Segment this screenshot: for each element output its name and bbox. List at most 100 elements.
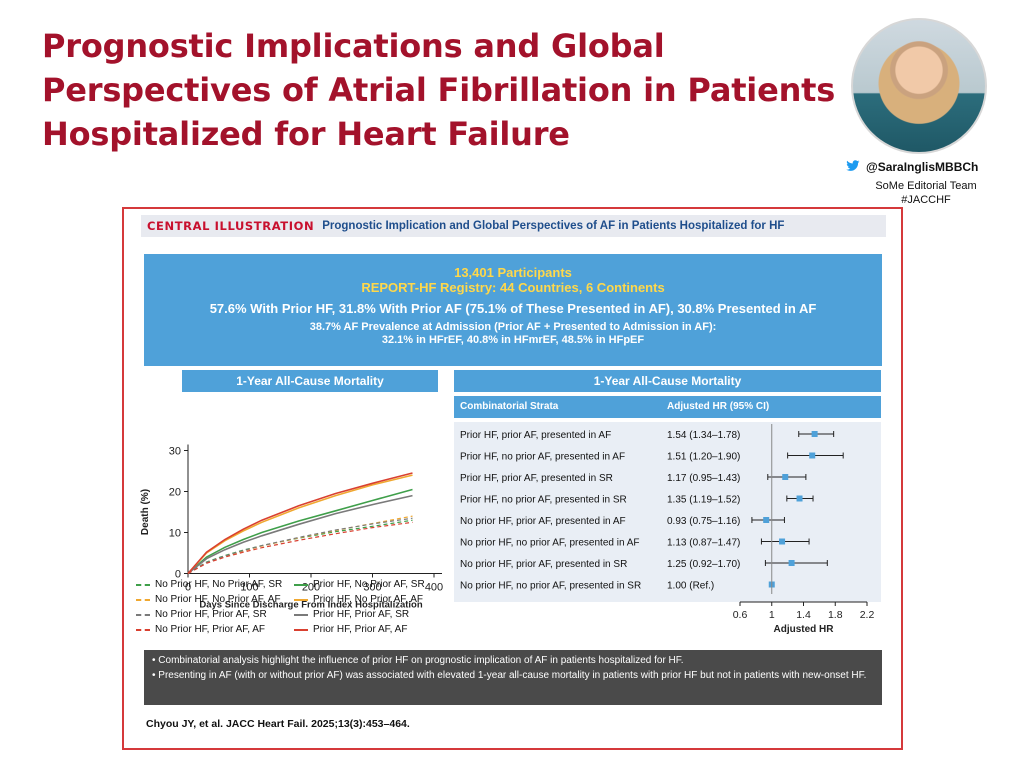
forest-row-hr: 0.93 (0.75–1.16) — [667, 516, 740, 527]
illustration-title: Prognostic Implication and Global Perspe… — [322, 220, 785, 232]
twitter-handle[interactable]: @SaraInglisMBBCh — [846, 160, 1006, 174]
km-x-tick-label: 400 — [425, 582, 443, 594]
prior-stats: 57.6% With Prior HF, 31.8% With Prior AF… — [209, 301, 817, 316]
title-line-2: Perspectives of Atrial Fibrillation in P… — [42, 71, 836, 109]
forest-row-label: Prior HF, no prior AF, presented in AF — [460, 452, 625, 463]
km-series-line-8 — [187, 472, 413, 575]
twitter-icon — [846, 160, 860, 171]
forest-row-hr: 1.00 (Ref.) — [667, 581, 714, 592]
forest-point — [809, 452, 816, 459]
forest-point — [763, 517, 770, 523]
km-series-line-5 — [187, 517, 413, 575]
central-illustration: CENTRAL ILLUSTRATION Prognostic Implicat… — [122, 207, 903, 750]
km-chart-title: 1-Year All-Cause Mortality — [182, 370, 438, 392]
legend-item: Prior HF, Prior AF, SR — [294, 609, 409, 620]
legend-item: No Prior HF, Prior AF, AF — [136, 624, 265, 635]
forest-row-label: No prior HF, prior AF, presented in SR — [460, 559, 627, 570]
key-findings: • Combinatorial analysis highlight the i… — [144, 650, 882, 705]
legend-swatch — [136, 583, 150, 586]
illustration-header: CENTRAL ILLUSTRATION Prognostic Implicat… — [141, 215, 886, 237]
citation: Chyou JY, et al. JACC Heart Fail. 2025;1… — [146, 718, 410, 730]
forest-row-label: No prior HF, no prior AF, presented in S… — [460, 581, 641, 592]
forest-plot: Prior HF, prior AF, presented in AF 1.54 … — [460, 424, 875, 635]
forest-row-label: Prior HF, no prior AF, presented in SR — [460, 495, 627, 506]
km-series-line-7 — [187, 521, 413, 575]
forest-row-hr: 1.54 (1.34–1.78) — [667, 430, 740, 441]
legend-label: Prior HF, No Prior AF, SR — [313, 579, 425, 590]
title-line-3: Hospitalized for Heart Failure — [42, 115, 570, 153]
illustration-label: CENTRAL ILLUSTRATION — [147, 219, 315, 233]
legend-item: Prior HF, Prior AF, AF — [294, 624, 407, 635]
legend-item: No Prior HF, Prior AF, SR — [136, 609, 267, 620]
km-y-tick-label: 30 — [169, 446, 181, 458]
forest-row-hr: 1.25 (0.92–1.70) — [667, 559, 740, 570]
km-x-tick-label: 0 — [185, 582, 191, 594]
legend-swatch — [136, 598, 150, 601]
strata-column-header: Combinatorial Strata — [460, 401, 559, 412]
legend-swatch — [294, 598, 308, 601]
forest-x-axis-label: Adjusted HR — [774, 624, 835, 635]
forest-row-hr: 1.17 (0.95–1.43) — [667, 473, 740, 484]
forest-x-tick-label: 0.6 — [733, 609, 748, 621]
forest-x-tick-label: 1.4 — [796, 609, 811, 621]
legend-item: No Prior HF, No Prior AF, SR — [136, 579, 282, 590]
forest-x-tick-label: 1 — [769, 609, 775, 621]
forest-row-label: Prior HF, prior AF, presented in AF — [460, 430, 611, 441]
finding-2: • Presenting in AF (with or without prio… — [152, 670, 867, 681]
forest-x-tick-label: 1.8 — [828, 609, 843, 621]
slide-title: Prognostic Implications and Global Persp… — [42, 24, 842, 156]
legend-item: No Prior HF, No Prior AF, AF — [136, 594, 281, 605]
km-y-tick-label: 0 — [175, 569, 181, 581]
forest-point — [796, 495, 803, 502]
forest-point — [811, 431, 818, 437]
participants-panel: 13,401 Participants REPORT-HF Registry: … — [144, 254, 882, 366]
legend-label: Prior HF, Prior AF, SR — [313, 609, 410, 620]
legend-label: Prior HF, Prior AF, AF — [313, 624, 408, 635]
forest-table-body — [454, 422, 881, 602]
km-plot-bg — [188, 444, 442, 574]
legend-swatch — [136, 628, 150, 631]
km-series-line-2 — [187, 488, 413, 575]
forest-point — [788, 560, 795, 566]
hr-column-header: Adjusted HR (95% CI) — [667, 401, 770, 412]
legend-item: Prior HF, No Prior AF, AF — [294, 594, 423, 605]
km-series-line-6 — [187, 494, 413, 575]
forest-point — [779, 538, 786, 545]
forest-x-tick-label: 2.2 — [860, 609, 875, 621]
km-y-tick-label: 10 — [169, 528, 181, 540]
km-x-tick-label: 300 — [363, 582, 381, 594]
legend-swatch — [294, 628, 308, 631]
forest-plot-title: 1-Year All-Cause Mortality — [454, 370, 881, 392]
participants-count: 13,401 Participants — [454, 265, 572, 280]
forest-row-label: No prior HF, no prior AF, presented in A… — [460, 538, 640, 549]
km-y-axis-label: Death (%) — [140, 489, 151, 535]
finding-1: • Combinatorial analysis highlight the i… — [152, 655, 684, 666]
author-avatar — [851, 18, 987, 154]
team-name: SoMe Editorial Team — [875, 180, 977, 192]
hashtag: #JACCHF — [901, 194, 951, 206]
forest-row-hr: 1.13 (0.87–1.47) — [667, 538, 740, 549]
legend-label: No Prior HF, No Prior AF, AF — [155, 594, 281, 605]
forest-column-headers: Combinatorial Strata Adjusted HR (95% CI… — [454, 396, 881, 418]
forest-point — [782, 474, 789, 480]
editorial-team: SoMe Editorial Team #JACCHF — [846, 179, 1006, 207]
km-x-tick-label: 100 — [240, 582, 258, 594]
forest-row-hr: 1.51 (1.20–1.90) — [667, 452, 740, 463]
af-prevalence: 38.7% AF Prevalence at Admission (Prior … — [309, 321, 717, 333]
legend-label: No Prior HF, Prior AF, AF — [155, 624, 266, 635]
legend-swatch — [294, 613, 308, 616]
forest-row-label: Prior HF, prior AF, presented in SR — [460, 473, 613, 484]
legend-label: Prior HF, No Prior AF, AF — [313, 594, 424, 605]
forest-row-hr: 1.35 (1.19–1.52) — [667, 495, 740, 506]
title-line-1: Prognostic Implications and Global — [42, 27, 665, 65]
forest-row-label: No prior HF, prior AF, presented in AF — [460, 516, 626, 527]
legend-label: No Prior HF, No Prior AF, SR — [155, 579, 283, 590]
af-prevalence-detail: 32.1% in HFrEF, 40.8% in HFmrEF, 48.5% i… — [381, 334, 645, 346]
legend-swatch — [136, 613, 150, 616]
km-y-tick-label: 20 — [169, 487, 181, 499]
legend-item: Prior HF, No Prior AF, SR — [294, 579, 425, 590]
handle-text: @SaraInglisMBBCh — [866, 160, 979, 174]
legend-label: No Prior HF, Prior AF, SR — [155, 609, 267, 620]
km-x-axis-label: Days Since Discharge From Index Hospital… — [199, 600, 423, 611]
